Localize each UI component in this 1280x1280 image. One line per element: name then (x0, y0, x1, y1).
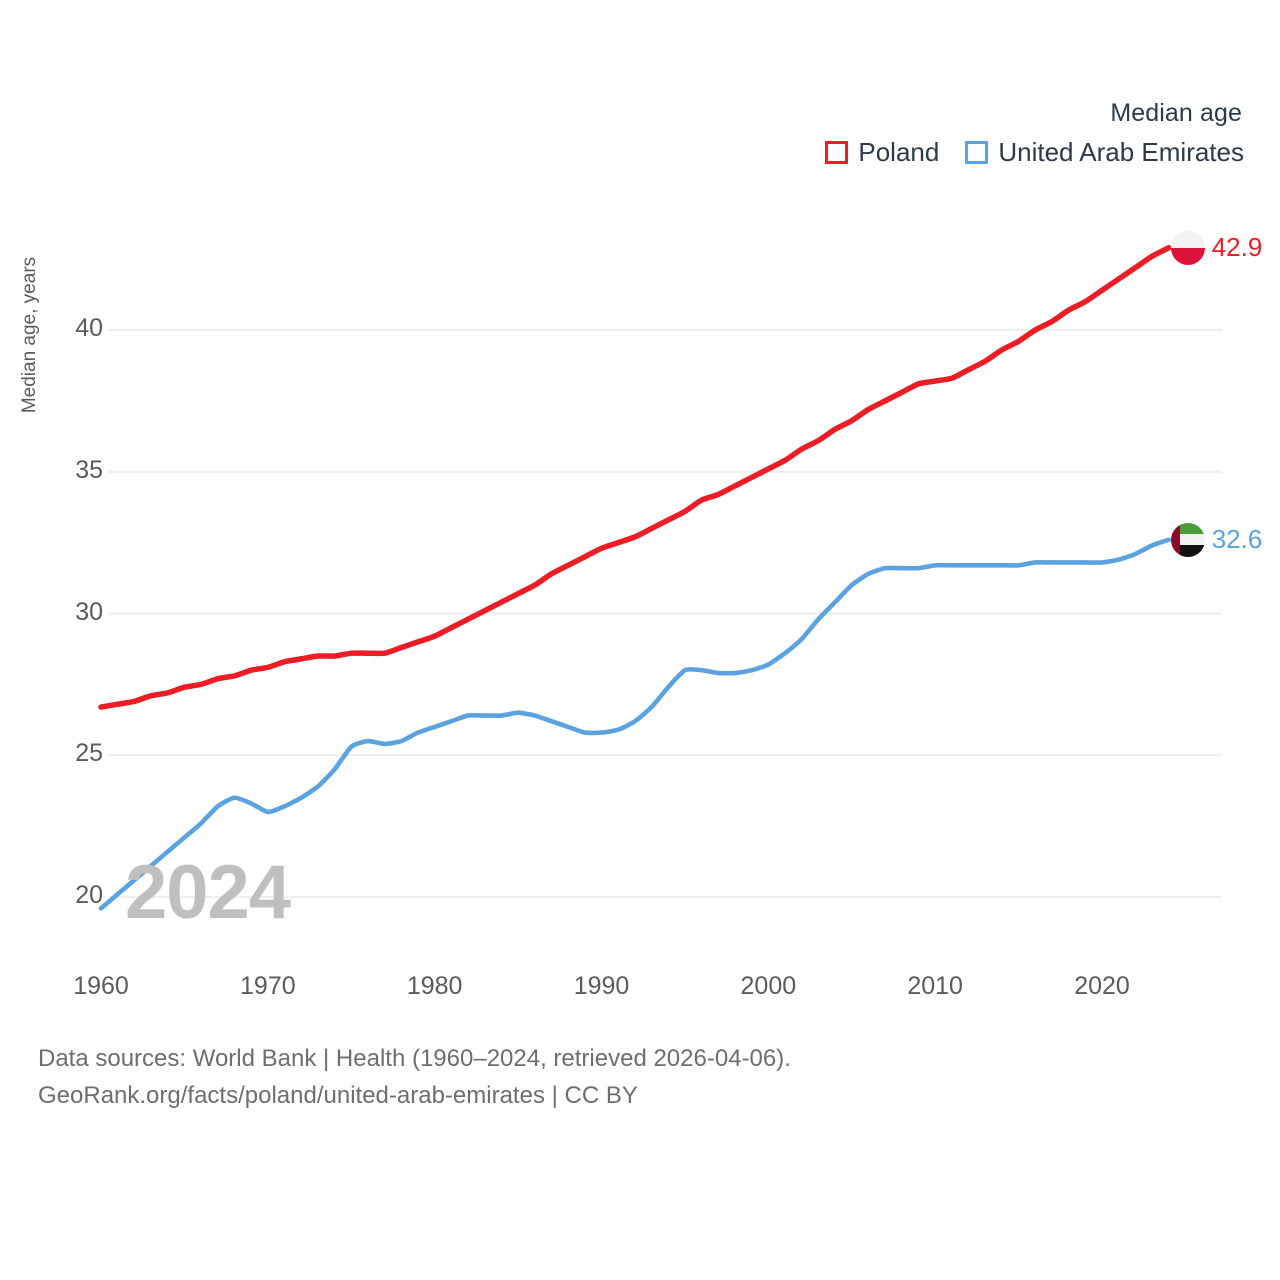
year-watermark: 2024 (125, 850, 291, 935)
x-tick-label: 2000 (740, 972, 797, 1000)
poland-flag-icon (1170, 230, 1205, 265)
line-chart-plot (98, 245, 1222, 911)
x-tick-label: 1980 (406, 972, 463, 1000)
y-tick-label: 40 (75, 314, 103, 342)
end-value-label: 32.6 (1211, 523, 1263, 554)
x-tick-label: 2020 (1074, 972, 1130, 1000)
x-tick-label: 1990 (573, 972, 630, 1000)
y-tick-label: 25 (75, 739, 103, 768)
x-tick-label: 1970 (240, 972, 296, 1000)
footer-data-sources: Data sources: World Bank | Health (1960–… (38, 1045, 791, 1072)
end-value-label: 42.9 (1211, 231, 1263, 262)
series-lines (98, 245, 1172, 911)
uae-flag-icon (1170, 522, 1205, 557)
x-tick-label: 1960 (73, 972, 129, 1000)
footer-attribution: GeoRank.org/facts/poland/united-arab-emi… (38, 1082, 638, 1110)
x-tick-label: 2010 (907, 972, 963, 1000)
gridlines (108, 329, 1222, 898)
y-tick-label: 30 (75, 597, 103, 626)
series-line-poland (98, 245, 1172, 710)
chart-footer: Data sources: World Bank | Health (1960–… (38, 1040, 791, 1114)
series-line-united-arab-emirates (98, 537, 1172, 911)
y-tick-label: 20 (75, 881, 103, 909)
y-axis-label: Median age, years (19, 256, 40, 414)
y-tick-label: 35 (75, 455, 103, 484)
